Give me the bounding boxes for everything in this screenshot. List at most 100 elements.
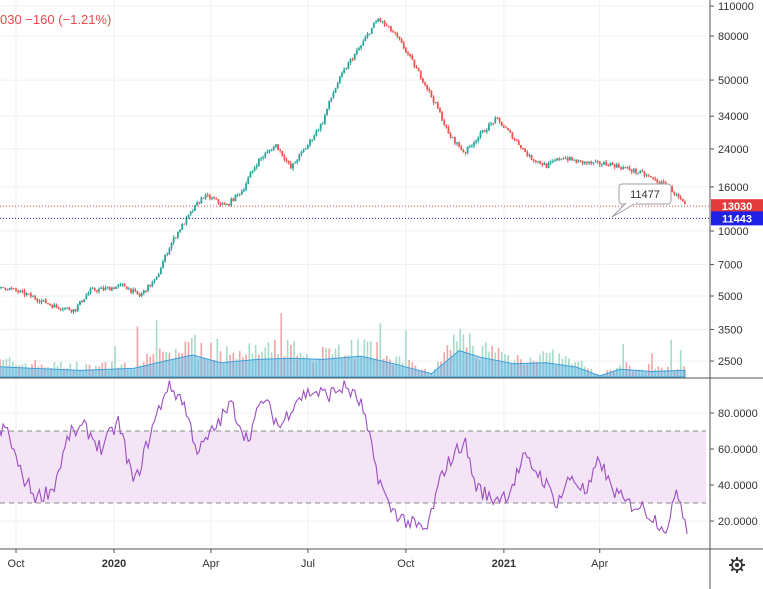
candle-body bbox=[404, 48, 407, 52]
candle-body bbox=[198, 202, 201, 204]
candle-body bbox=[458, 142, 461, 147]
candle-body bbox=[575, 160, 578, 163]
candle-body bbox=[25, 293, 28, 296]
candle-body bbox=[85, 295, 88, 300]
candle-body bbox=[490, 123, 492, 125]
candle-body bbox=[159, 268, 162, 275]
candle-body bbox=[554, 160, 556, 162]
candle-body bbox=[106, 287, 109, 289]
candle-body bbox=[355, 50, 358, 54]
candle-body bbox=[366, 33, 369, 38]
candle-body bbox=[468, 146, 471, 147]
candle-body bbox=[626, 167, 629, 169]
candle-body bbox=[96, 290, 98, 292]
candle-body bbox=[149, 284, 152, 287]
candle-body bbox=[204, 194, 207, 199]
candle-body bbox=[83, 299, 86, 303]
candle-body bbox=[353, 53, 356, 60]
candle-body bbox=[172, 237, 175, 243]
candle-body bbox=[385, 24, 388, 26]
candle-body bbox=[145, 290, 147, 292]
candle-body bbox=[191, 210, 194, 212]
candle-body bbox=[624, 167, 627, 168]
candle-body bbox=[51, 305, 54, 308]
x-tick-label: Jul bbox=[301, 558, 315, 570]
candle-body bbox=[539, 161, 541, 164]
candle-body bbox=[275, 144, 277, 147]
candle-body bbox=[428, 89, 431, 91]
candle-body bbox=[652, 177, 654, 179]
candle-body bbox=[38, 301, 41, 303]
candle-body bbox=[515, 139, 518, 141]
candle-body bbox=[281, 150, 284, 156]
candle-body bbox=[264, 153, 267, 158]
settings-button[interactable] bbox=[729, 557, 745, 573]
candle-body bbox=[211, 197, 213, 199]
candle-body bbox=[255, 165, 258, 168]
candle-body bbox=[287, 160, 290, 164]
candle-body bbox=[534, 160, 537, 162]
candle-body bbox=[679, 197, 682, 199]
candle-body bbox=[392, 31, 394, 33]
candle-body bbox=[174, 237, 177, 239]
candle-body bbox=[89, 288, 92, 293]
x-tick-label: Oct bbox=[7, 558, 24, 570]
candle-body bbox=[200, 197, 203, 204]
candle-body bbox=[6, 289, 9, 291]
candle-body bbox=[532, 159, 535, 161]
candle-body bbox=[618, 164, 620, 168]
candle-body bbox=[238, 194, 241, 195]
candle-body bbox=[162, 261, 164, 269]
y-tick-label: 2500 bbox=[718, 356, 742, 368]
candle-body bbox=[70, 309, 73, 312]
candle-body bbox=[19, 290, 22, 293]
candle-body bbox=[194, 205, 196, 211]
candle-body bbox=[270, 150, 273, 152]
candle-body bbox=[426, 84, 429, 90]
candle-body bbox=[498, 117, 501, 122]
candle-body bbox=[243, 189, 245, 192]
candle-body bbox=[345, 68, 348, 70]
candle-body bbox=[72, 309, 75, 312]
candle-body bbox=[609, 162, 612, 167]
candle-body bbox=[485, 130, 488, 132]
candle-body bbox=[417, 68, 420, 72]
volume-bar bbox=[670, 339, 672, 377]
candle-body bbox=[556, 158, 559, 161]
candle-body bbox=[91, 288, 94, 290]
volume-bar bbox=[651, 353, 653, 377]
rsi-band bbox=[0, 431, 706, 503]
candle-body bbox=[87, 292, 90, 296]
x-tick-label: Apr bbox=[591, 558, 608, 570]
candle-body bbox=[586, 161, 588, 164]
candle-body bbox=[632, 169, 635, 172]
rsi-tick-label: 80.0000 bbox=[718, 408, 758, 420]
candle-body bbox=[530, 155, 533, 160]
candle-body bbox=[656, 179, 659, 183]
candle-body bbox=[170, 242, 173, 249]
volume-bar bbox=[136, 326, 139, 377]
candle-body bbox=[600, 164, 603, 166]
last-badge-label: 11443 bbox=[722, 213, 752, 225]
candle-body bbox=[551, 160, 554, 162]
volume-bar bbox=[622, 343, 624, 377]
candle-body bbox=[628, 167, 631, 171]
candle-body bbox=[36, 299, 39, 302]
candle-body bbox=[630, 170, 633, 172]
candle-body bbox=[232, 198, 235, 202]
candle-body bbox=[545, 163, 548, 168]
candle-body bbox=[675, 193, 678, 195]
y-tick-label: 110000 bbox=[718, 1, 754, 13]
candle-body bbox=[396, 33, 399, 37]
candle-body bbox=[517, 140, 520, 146]
candle-body bbox=[528, 155, 531, 156]
candle-body bbox=[79, 301, 81, 306]
candle-body bbox=[234, 194, 237, 202]
candle-body bbox=[413, 59, 416, 68]
candle-body bbox=[390, 26, 392, 32]
candle-body bbox=[208, 195, 211, 199]
candle-body bbox=[93, 288, 96, 291]
price-pane bbox=[0, 17, 686, 315]
candle-body bbox=[294, 162, 296, 164]
